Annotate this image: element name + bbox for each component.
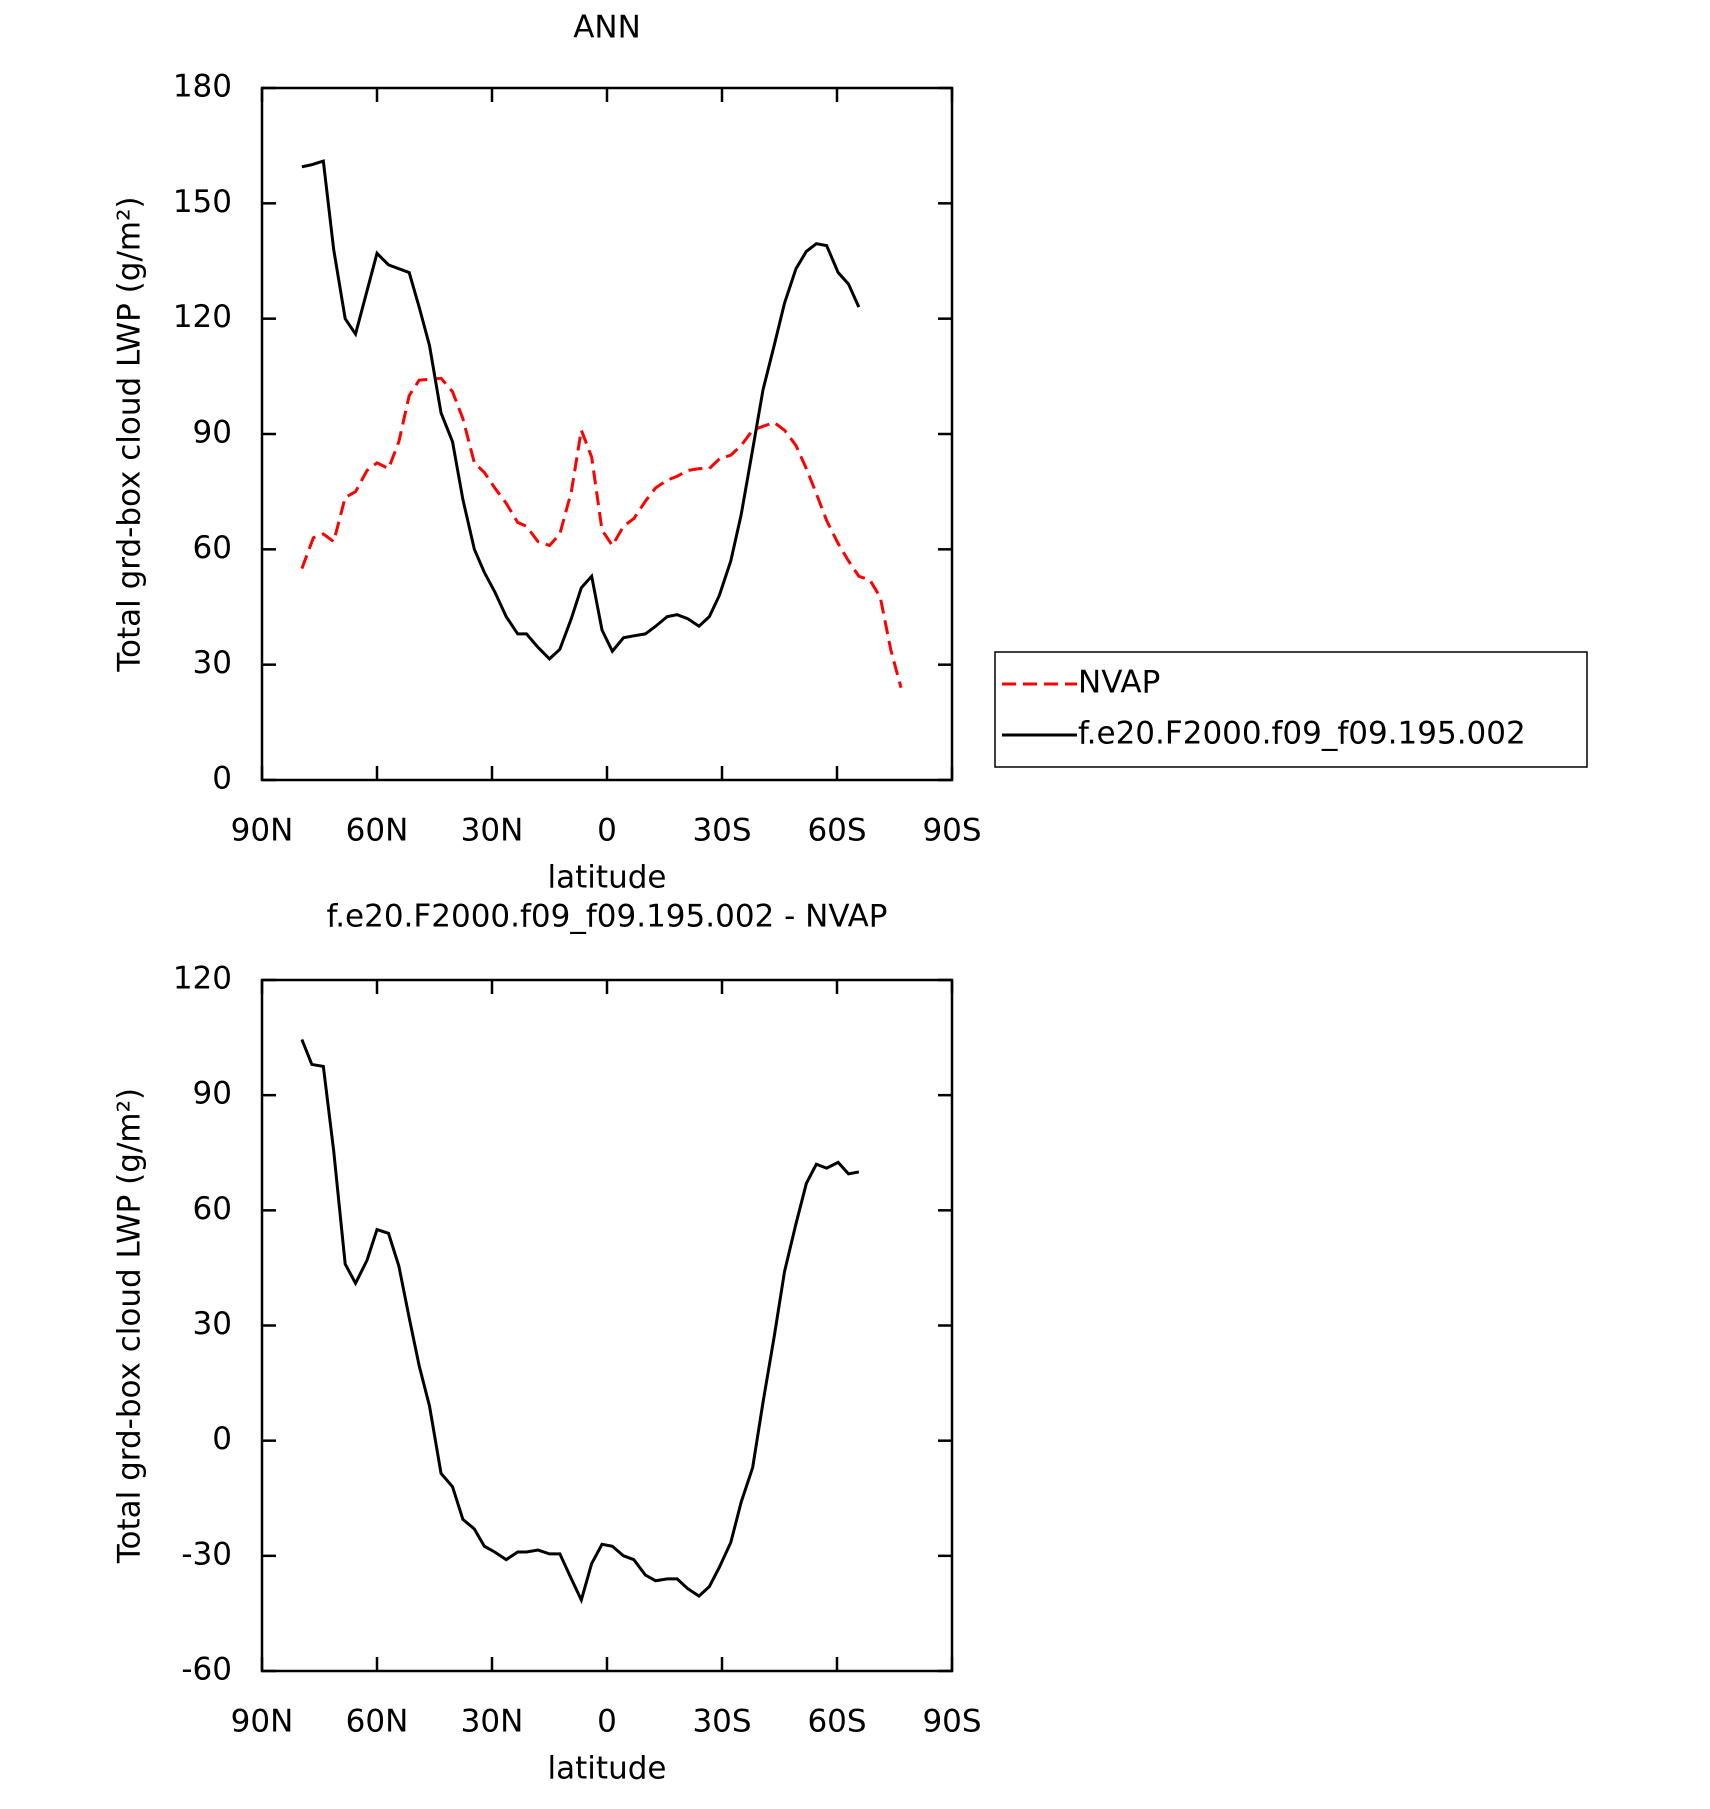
- data-line: [301, 159, 861, 661]
- y-tick-label: -60: [181, 1652, 232, 1688]
- y-tick-label: 0: [212, 761, 232, 797]
- x-tick-label: 30S: [692, 1704, 751, 1740]
- data-line: [300, 376, 903, 689]
- legend-box: [994, 651, 1588, 768]
- x-tick-label: 0: [597, 1704, 617, 1740]
- x-tick-label: 0: [597, 813, 617, 849]
- plot-frame: [260, 86, 954, 782]
- x-tick-label: 90N: [231, 813, 294, 849]
- legend-label: NVAP: [1078, 665, 1160, 701]
- chart-title: ANN: [573, 10, 641, 46]
- y-tick-label: 30: [193, 1306, 232, 1342]
- chart-title: f.e20.F2000.f09_f09.195.002 - NVAP: [327, 899, 888, 935]
- x-tick-label: 90N: [231, 1704, 294, 1740]
- x-tick-label: 60S: [807, 813, 866, 849]
- x-tick-label: 60N: [346, 1704, 409, 1740]
- y-tick-label: 120: [173, 299, 232, 335]
- y-axis-label: Total grd-box cloud LWP (g/m²): [112, 1088, 148, 1564]
- x-tick-label: 60S: [807, 1704, 866, 1740]
- y-tick-label: 30: [193, 645, 232, 681]
- data-line: [300, 1038, 860, 1605]
- legend-label: f.e20.F2000.f09_f09.195.002: [1078, 716, 1526, 752]
- y-tick-label: 60: [193, 1191, 232, 1227]
- y-tick-label: 0: [212, 1421, 232, 1457]
- x-tick-label: 60N: [346, 813, 409, 849]
- y-tick-label: 150: [173, 184, 232, 220]
- x-tick-label: 90S: [922, 1704, 981, 1740]
- y-tick-label: 180: [173, 69, 232, 105]
- y-tick-label: -30: [181, 1536, 232, 1572]
- x-tick-label: 30N: [461, 1704, 524, 1740]
- y-tick-label: 120: [173, 961, 232, 997]
- plot-frame: [260, 978, 954, 1673]
- y-tick-label: 90: [193, 1076, 232, 1112]
- x-axis-label: latitude: [548, 1751, 667, 1787]
- x-axis-label: latitude: [548, 860, 667, 896]
- y-tick-label: 90: [193, 415, 232, 451]
- y-axis-label: Total grd-box cloud LWP (g/m²): [112, 196, 148, 672]
- x-tick-label: 30N: [461, 813, 524, 849]
- y-tick-label: 60: [193, 530, 232, 566]
- x-tick-label: 90S: [922, 813, 981, 849]
- x-tick-label: 30S: [692, 813, 751, 849]
